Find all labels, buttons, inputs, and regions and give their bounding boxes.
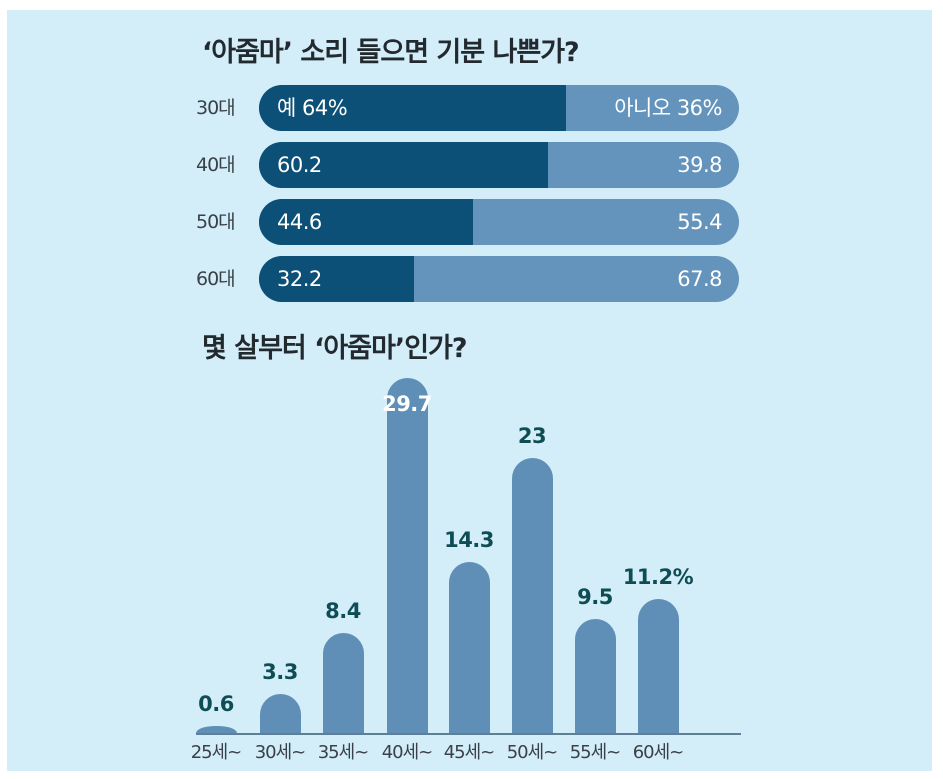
column-value-label: 8.4	[325, 598, 361, 623]
x-axis-category-label: 25세~	[190, 742, 243, 763]
x-axis-category-label: 30세~	[254, 742, 307, 763]
x-axis-category-label: 60세~	[632, 742, 685, 763]
row-category-label: 40대	[196, 154, 236, 176]
column-value-label: 14.3	[444, 528, 494, 553]
yes-segment	[259, 256, 414, 302]
column-value-label: 23	[517, 424, 547, 449]
column-bar	[448, 562, 490, 733]
stacked-bar: 44.6 55.4	[259, 199, 739, 245]
stacked-bar: 60.2 39.8	[259, 142, 739, 188]
stacked-bar: 32.2 67.8	[259, 256, 739, 302]
no-value-label: 67.8	[677, 267, 722, 291]
x-axis-category-label: 50세~	[506, 742, 559, 763]
x-axis-category-label: 45세~	[443, 742, 496, 763]
column-bar	[386, 378, 428, 733]
row-category-label: 50대	[196, 211, 236, 233]
x-axis-category-label: 55세~	[569, 742, 622, 763]
yes-segment	[259, 142, 548, 188]
column-value-label: 0.6	[198, 691, 234, 716]
no-value-label: 39.8	[677, 153, 722, 177]
chart-title-mood: ‘아줌마’ 소리 들으면 기분 나쁜가?	[202, 37, 580, 68]
column-bar	[195, 725, 237, 733]
yes-segment	[259, 85, 567, 131]
yes-value-label: 예 64%	[277, 96, 348, 120]
row-category-label: 60대	[196, 268, 236, 290]
column-value-label: 11.2%	[622, 565, 694, 590]
chart-title-age: 몇 살부터 ‘아줌마’인가?	[202, 333, 468, 364]
column-bar	[574, 619, 616, 733]
yes-value-label: 60.2	[277, 153, 322, 177]
column-value-label: 9.5	[577, 585, 613, 610]
x-axis-category-label: 35세~	[317, 742, 370, 763]
column-bar	[322, 632, 364, 733]
row-category-label: 30대	[196, 97, 236, 119]
column-bar	[259, 693, 301, 733]
yes-value-label: 44.6	[277, 210, 322, 234]
bar-row: 50대 44.6 55.4	[0, 199, 943, 245]
bar-row: 40대 60.2 39.8	[0, 142, 943, 188]
column-value-label: 29.7	[382, 392, 432, 416]
no-value-label: 아니오 36%	[614, 96, 722, 120]
yes-value-label: 32.2	[277, 267, 322, 291]
column-bar	[637, 599, 679, 733]
stacked-bar: 예 64% 아니오 36%	[259, 85, 739, 131]
no-value-label: 55.4	[677, 210, 722, 234]
x-axis-baseline	[196, 733, 741, 735]
bar-row: 30대 예 64% 아니오 36%	[0, 85, 943, 131]
column-bar	[511, 458, 553, 733]
column-value-label: 3.3	[262, 659, 298, 684]
bar-row: 60대 32.2 67.8	[0, 256, 943, 302]
x-axis-category-label: 40세~	[381, 742, 434, 763]
yes-segment	[259, 199, 474, 245]
